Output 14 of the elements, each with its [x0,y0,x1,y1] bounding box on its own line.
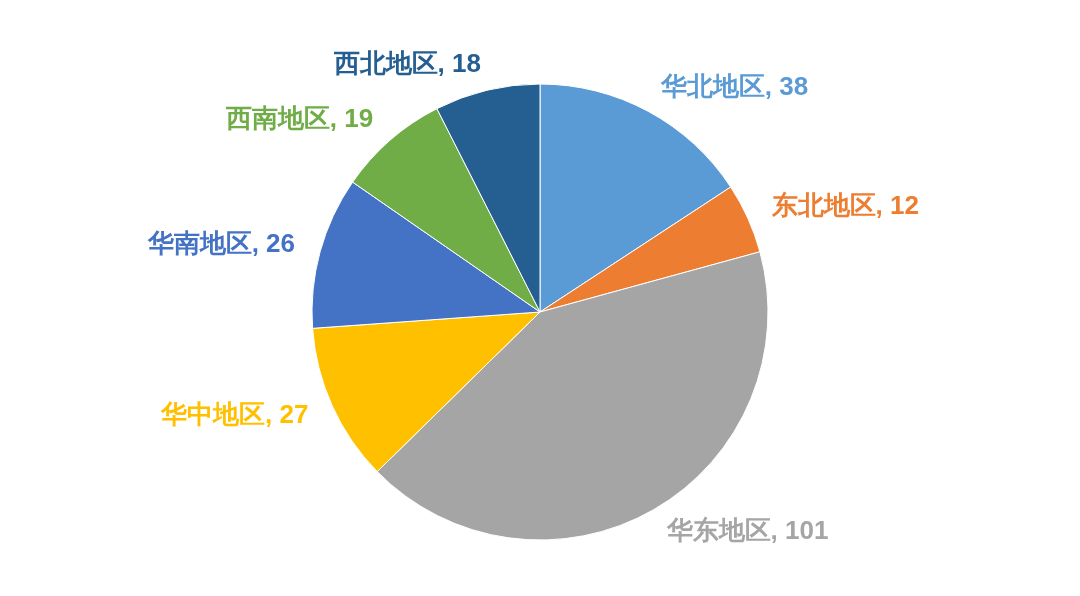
value-label: , 38 [764,71,809,102]
category-label: 西北地区 [333,47,438,78]
category-label: 华中地区 [161,399,266,430]
value-label: , 12 [875,190,919,221]
value-label: , 18 [437,47,481,78]
category-label: 西南地区 [225,103,330,134]
category-label: 华南地区 [147,227,252,258]
category-label: 华东地区 [666,515,771,546]
category-label: 东北地区 [771,190,876,221]
category-label: 华北地区 [660,71,765,102]
value-label: , 19 [329,103,374,134]
value-label: , 101 [770,515,829,546]
value-label: , 27 [265,399,309,430]
value-label: , 26 [251,227,295,258]
